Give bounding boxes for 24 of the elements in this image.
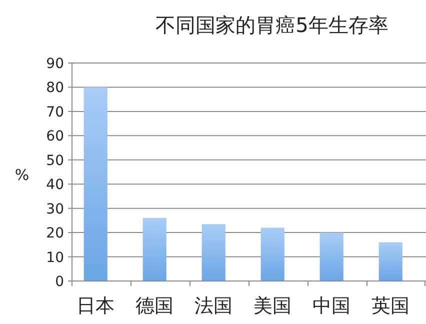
- bar: [202, 224, 226, 281]
- x-tick-label: 中国: [312, 295, 351, 317]
- y-tick-label: 0: [55, 274, 64, 290]
- x-tick-label: 德国: [136, 295, 174, 317]
- y-axis-title: %: [14, 166, 30, 184]
- bar: [260, 228, 284, 281]
- y-tick-label: 40: [46, 177, 64, 194]
- x-tick-label: 日本: [76, 295, 115, 317]
- y-tick-label: 70: [46, 104, 64, 120]
- y-tick-label: 80: [46, 80, 64, 96]
- y-tick-label: 30: [46, 201, 64, 218]
- bar: [84, 87, 108, 281]
- bar: [378, 242, 402, 281]
- y-tick-label: 20: [46, 226, 64, 242]
- y-tick-label: 60: [46, 128, 64, 145]
- y-tick-label: 90: [46, 56, 64, 72]
- x-tick-label: 法国: [194, 295, 233, 317]
- bar: [320, 232, 344, 281]
- bar: [142, 218, 166, 281]
- x-tick-label: 英国: [372, 295, 410, 317]
- chart-title: 不同国家的胃癌5年生存率: [156, 13, 388, 37]
- y-tick-label: 50: [46, 152, 64, 169]
- y-tick-label: 10: [46, 250, 64, 266]
- x-tick-label: 美国: [254, 295, 292, 317]
